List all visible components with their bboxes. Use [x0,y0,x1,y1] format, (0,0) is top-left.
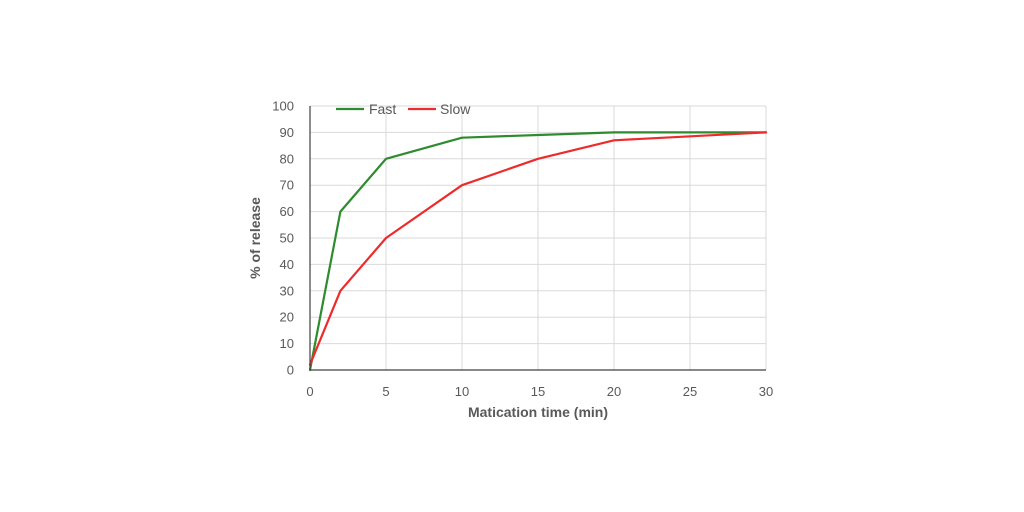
x-axis-label: Matication time (min) [468,404,608,420]
y-tick-label: 50 [280,231,294,246]
y-tick-label: 20 [280,310,294,325]
axes [309,106,766,371]
x-tick-label: 30 [759,384,773,399]
x-tick-label: 5 [382,384,389,399]
x-tick-label: 0 [306,384,313,399]
y-tick-label: 10 [280,336,294,351]
series-line-fast [308,131,768,372]
y-tick-label: 100 [272,99,294,114]
y-tick-label: 30 [280,283,294,298]
y-tick-label: 90 [280,125,294,140]
x-tick-labels: 0 5 10 15 20 25 30 [306,384,773,399]
y-tick-label: 80 [280,151,294,166]
series-lines [308,131,768,372]
y-tick-label: 40 [280,257,294,272]
y-tick-label: 0 [287,363,294,378]
x-tick-label: 25 [683,384,697,399]
y-tick-labels: 0 10 20 30 40 50 60 70 80 90 100 [272,99,294,378]
x-tick-label: 10 [455,384,469,399]
legend: Fast Slow [336,101,471,117]
x-tick-label: 20 [607,384,621,399]
legend-label: Fast [369,101,396,117]
series-line-slow [308,131,768,366]
legend-label: Slow [440,101,471,117]
grid [310,105,767,371]
y-axis-label: % of release [247,197,263,279]
y-tick-label: 70 [280,178,294,193]
x-tick-label: 15 [531,384,545,399]
y-tick-label: 60 [280,204,294,219]
